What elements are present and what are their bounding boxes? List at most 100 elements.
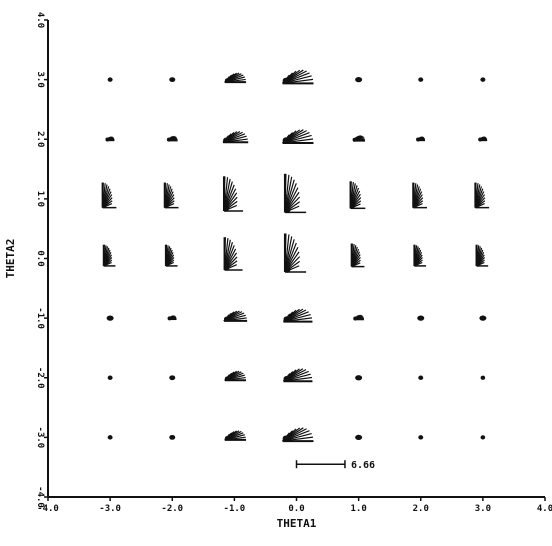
glyph-core [416,137,421,142]
glyph-core [223,206,229,212]
star-glyph [222,130,249,144]
glyph-dot [480,375,486,380]
glyph-dot [169,375,176,381]
glyph-dot [106,315,114,321]
glyph-dot [355,434,363,440]
star-glyph [418,375,424,380]
glyph-dot [480,435,486,440]
glyph-core [167,316,172,321]
star-glyph [416,136,425,142]
glyph-core [351,263,356,268]
star-glyph [102,244,116,267]
y-tick-label: -1.0 [35,307,45,329]
y-tick-label: 1.0 [35,191,45,207]
glyph-core [282,137,289,144]
star-glyph [222,176,244,212]
glyph-core [103,262,108,267]
star-glyph [283,173,307,214]
glyph-grid [101,69,490,443]
star-glyph [350,243,365,268]
glyph-core [282,435,289,442]
star-glyph [282,427,314,443]
glyph-dot [169,434,176,440]
star-glyph [480,77,486,82]
glyph-core [413,262,418,267]
star-glyph [355,77,363,83]
star-glyph [418,435,424,440]
star-glyph [352,135,365,142]
glyph-dot [418,375,424,380]
star-glyph [223,310,248,322]
x-tick-label: 2.0 [413,504,429,514]
star-glyph [480,435,486,440]
axes [47,20,545,498]
x-tick-label: -4.0 [37,504,59,514]
glyph-core [224,376,230,381]
glyph-core [224,78,230,83]
glyph-dot [355,375,363,381]
star-glyph [349,181,366,210]
glyph-core [475,262,480,267]
glyph-core [105,137,110,142]
glyph-core [102,204,107,209]
x-tick-label: 0.0 [288,504,304,514]
star-glyph [283,233,307,273]
x-tick-label: 1.0 [350,504,366,514]
glyph-core [282,77,289,84]
glyph-core [478,137,483,142]
glyph-core [223,316,229,322]
star-glyph [282,129,314,144]
star-glyph [478,136,488,142]
glyph-dot [107,375,113,380]
star-glyph [166,135,178,142]
star-glyph [283,308,313,323]
y-axis-label: THETA2 [4,239,17,279]
glyph-core [412,204,417,209]
y-tick-label: -2.0 [35,367,45,389]
glyph-dot [479,315,487,321]
star-glyph [283,368,313,383]
x-tick-label: -1.0 [224,504,246,514]
glyph-dot [417,315,425,321]
star-glyph [167,315,177,321]
star-glyph [474,182,490,209]
glyph-core [165,262,170,267]
star-glyph [164,244,178,267]
x-axis-label: THETA1 [277,517,317,530]
glyph-dot [480,77,486,82]
star-glyph [105,136,115,142]
y-tick-label: 0.0 [35,250,45,266]
star-glyph [412,182,428,209]
star-glyph [413,244,427,267]
y-tick-label: 2.0 [35,131,45,147]
glyph-core [164,204,169,209]
star-glyph [418,77,424,82]
scale-bar-label: 6.66 [351,460,375,471]
tick-labels: -4.0 -3.0 -2.0 -1.0 0.0 1.0 2.0 3.0 4.0 -4.0 -3.0 -… [35,12,552,514]
glyph-core [224,436,230,441]
star-glyph [163,182,179,209]
star-glyph [224,370,247,382]
star-glyph [107,435,113,440]
glyph-dot [169,77,176,83]
star-glyph [224,430,247,441]
glyph-core [166,137,171,142]
star-glyph [106,315,114,321]
star-glyph [480,375,486,380]
glyph-core [223,265,230,271]
star-glyph [107,375,113,380]
star-glyph [169,77,176,83]
glyph-core [474,204,479,209]
x-tick-label: -3.0 [99,504,121,514]
star-glyph [355,375,363,381]
star-glyph [169,434,176,440]
star-glyph [224,72,247,84]
star-glyph [101,182,117,209]
glyph-core [352,137,357,142]
scale-bar: 6.66 [295,460,375,471]
star-glyph [353,314,364,321]
glyph-dot [107,435,113,440]
glyph-core [283,316,290,323]
y-tick-label: -3.0 [35,427,45,449]
